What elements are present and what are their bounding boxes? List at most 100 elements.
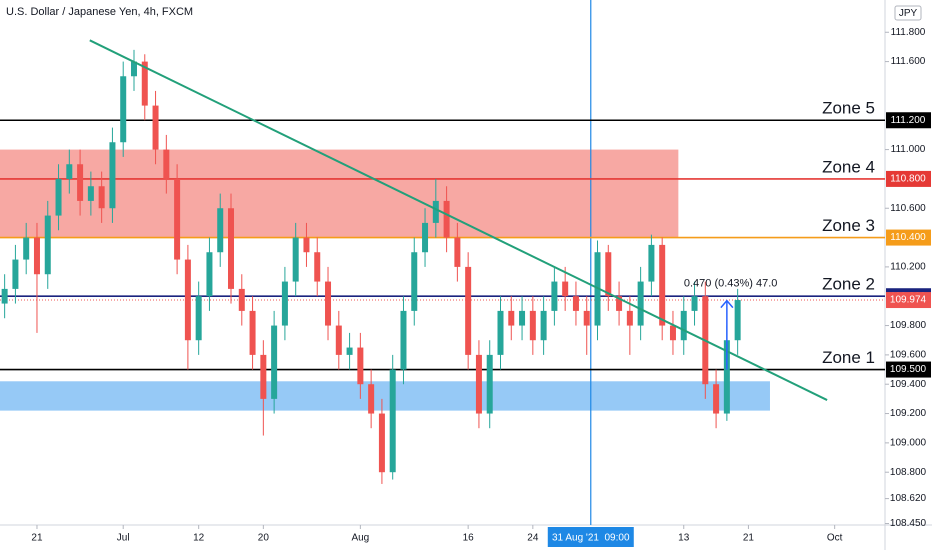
candle-body [98,186,105,209]
candle-body [475,354,482,414]
candle-body [66,164,73,179]
candle-body [734,300,741,341]
candle-body [228,208,235,289]
candle-body [389,369,396,473]
candle-body [325,281,332,326]
crosshair-time-label: 31 Aug '21 09:00 [552,533,630,544]
crosshair-time-box [547,527,634,547]
y-tick-label: 110.200 [890,262,926,273]
candle-body [44,215,51,275]
candle-body [400,310,407,370]
x-tick-label: 21 [743,533,755,544]
level-price-label: 109.500 [890,364,927,375]
candle-body [626,310,633,326]
level-price-box [886,112,931,129]
candle-body [271,325,278,399]
level-price-box [886,229,931,246]
candle-body [346,347,353,355]
candle-body [432,200,439,223]
level-price-box [886,361,931,378]
plot-area: Zone 5 Zone 4 Zone 3 Zone 2 Zone 1 0.470 (0.4… [0,0,885,525]
level-price-label: 110.400 [890,232,926,243]
candle-body [411,252,418,311]
y-tick-label: 108.450 [890,518,927,529]
candle-body [713,384,720,414]
candle-body [562,281,569,297]
y-tick-label: 109.600 [890,350,927,361]
last-price-label: 109.974 [890,295,927,306]
candle-body [443,200,450,238]
candle-body [184,259,191,341]
candle-body [465,266,472,355]
candle-body [33,237,40,275]
candle-body [529,310,536,341]
zone-label: Zone 5 [822,99,875,118]
zone-label: Zone 2 [822,275,875,294]
zone-label: Zone 1 [822,348,875,367]
candle-body [648,244,655,282]
x-tick-label: 20 [258,533,270,544]
trendline [89,39,828,401]
candle-body [616,296,623,311]
x-tick-label: 24 [527,533,539,544]
candle-body [77,164,84,201]
y-tick-label: 109.200 [890,408,927,419]
candle-body [637,281,644,326]
x-tick-label: 21 [31,533,43,544]
candle-body [314,252,321,282]
candle-body [217,208,224,253]
candle-body [508,310,515,326]
level-price-box [886,170,931,187]
y-tick-label: 110.600 [890,203,926,214]
x-tick-label: 16 [463,533,475,544]
zone-label: Zone 4 [822,157,875,176]
measure-arrow [720,299,734,309]
y-tick-label: 111.000 [891,144,926,155]
candle-body [12,259,19,289]
candle-body [152,105,159,150]
candle-body [281,281,288,326]
measure-label: 0.470 (0.43%) 47.0 [684,278,778,290]
candle-body [378,413,385,473]
candle-body [55,178,62,216]
candle-body [723,340,730,414]
zone-box [0,381,770,411]
level-price-label: 111.200 [891,115,926,126]
zone-label: Zone 3 [822,216,875,235]
y-tick-label: 108.800 [890,467,927,478]
x-tick-label: Jul [117,533,130,544]
candle-body [519,310,526,326]
candle-body [357,347,364,385]
candle-body [87,186,94,201]
candle-body [174,178,181,260]
currency-box [894,5,922,21]
y-tick-label: 108.620 [890,493,927,504]
candle-body [680,310,687,341]
y-tick-label: 111.800 [891,27,926,38]
x-tick-label: Aug [351,533,369,544]
candle-body [368,384,375,414]
candle-body [238,288,245,311]
candle-body [195,296,202,341]
candle-body [551,281,558,311]
candle-body [120,76,127,143]
candle-body [540,310,547,341]
y-tick-label: 109.000 [890,438,927,449]
candle-body [669,325,676,341]
candle-body [454,237,461,267]
currency-label: JPY [899,8,918,19]
candle-body [163,149,170,179]
chart-title: U.S. Dollar / Japanese Yen, 4h, FXCM [6,6,193,18]
x-tick-label: 12 [193,533,205,544]
level-price-label: 110.800 [890,174,926,185]
candle-body [497,310,504,355]
candle-body [422,222,429,253]
last-price-box [886,292,931,309]
candle-body [130,61,137,77]
candle-body [249,310,256,355]
x-tick-label: 13 [678,533,690,544]
candle-body [572,296,579,311]
candle-body [335,325,342,355]
candle-body [141,61,148,106]
